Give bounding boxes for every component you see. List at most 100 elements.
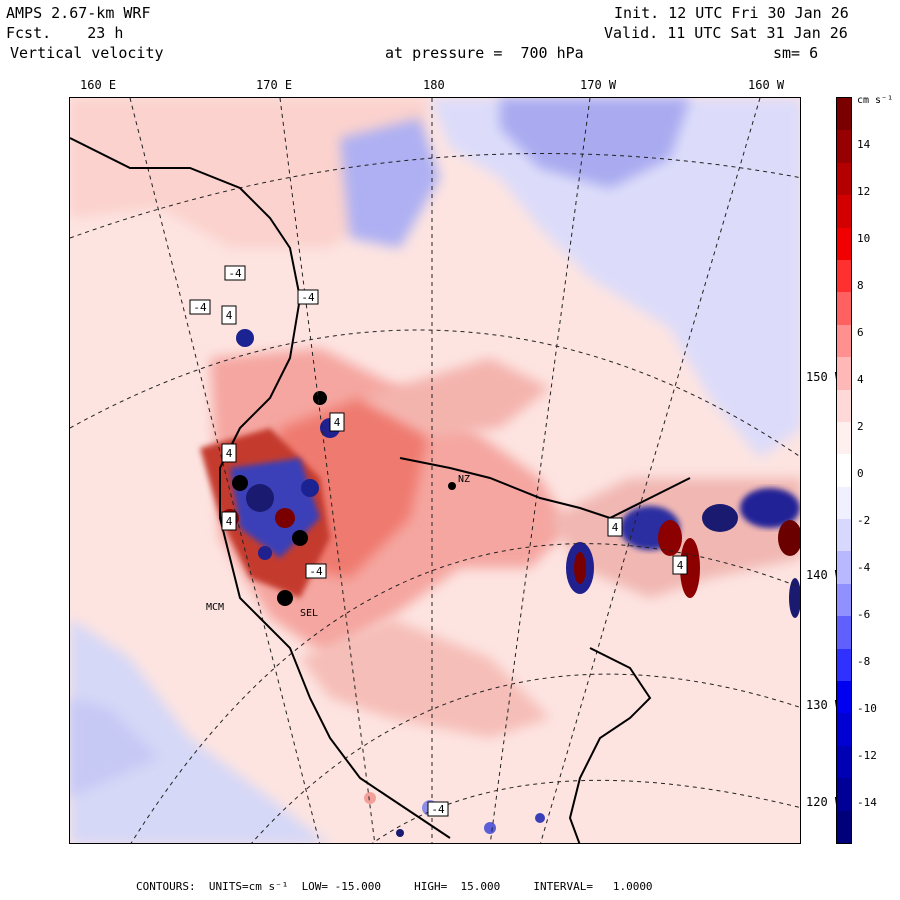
colorbar-tick-label: -14 [857, 796, 877, 809]
colorbar-segment [837, 778, 851, 812]
colorbar-tick-label: -4 [857, 561, 871, 574]
blue-region-ridge [340, 118, 440, 248]
colorbar-segment [837, 486, 851, 520]
contour-label: 4 [221, 511, 237, 531]
colorbar-segment [837, 421, 851, 455]
east-wave-cluster [550, 478, 800, 618]
lat-label-150w: 150 W [806, 370, 843, 384]
svg-text:MCM: MCM [206, 602, 224, 613]
colorbar-tick-label: -6 [857, 608, 871, 621]
svg-text:-4: -4 [228, 267, 242, 280]
lon-label-160w: 160 W [748, 78, 785, 92]
colorbar-units: cm s⁻¹ [857, 95, 894, 106]
model-title: AMPS 2.67-km WRF [6, 4, 151, 22]
vertical-velocity-map: -4 -4 -4 4 4 4 4 -4 4 -4 4 NZ MCM SEL [69, 97, 801, 844]
contour-label: -4 [224, 265, 246, 281]
svg-text:-4: -4 [309, 565, 323, 578]
lon-label-180: 180 [423, 78, 445, 92]
svg-text:4: 4 [334, 416, 341, 429]
contour-label-group: -4 -4 -4 4 4 4 4 -4 4 -4 4 [189, 265, 688, 817]
valid-time: Valid. 11 UTC Sat 31 Jan 26 [604, 24, 848, 42]
svg-text:SEL: SEL [300, 608, 318, 619]
forecast-hour: Fcst. 23 h [6, 24, 124, 42]
colorbar-segment [837, 648, 851, 682]
svg-text:4: 4 [612, 521, 619, 534]
contour-info: CONTOURS: UNITS=cm s⁻¹ LOW= -15.000 HIGH… [136, 880, 653, 893]
init-time: Init. 12 UTC Fri 30 Jan 26 [614, 4, 849, 22]
colorbar-tick-label: 0 [857, 467, 864, 480]
mountain-wave-cluster [200, 312, 340, 606]
colorbar-tick-label: -12 [857, 749, 877, 762]
svg-text:NZ: NZ [458, 474, 470, 485]
lat-label-130w: 130 W [806, 698, 843, 712]
svg-text:-4: -4 [193, 301, 207, 314]
contour-label: 4 [329, 412, 345, 432]
red-band-south [300, 618, 550, 738]
contour-label: -4 [427, 801, 449, 817]
pink-region-nw [70, 98, 430, 248]
colorbar-segment [837, 519, 851, 552]
colorbar-segment [837, 810, 851, 844]
svg-text:-4: -4 [431, 803, 445, 816]
colorbar-tick-label: 12 [857, 185, 871, 198]
station-mcm: MCM [206, 602, 224, 613]
svg-text:4: 4 [226, 309, 233, 322]
blue-region-sw-core [70, 698, 160, 798]
contour-label: -4 [297, 289, 319, 305]
blue-region-ne [430, 98, 800, 458]
svg-text:4: 4 [226, 447, 233, 460]
lon-label-170w: 170 W [580, 78, 617, 92]
blue-core-north [500, 98, 690, 188]
contour-label: 4 [221, 443, 237, 463]
colorbar-segment [837, 227, 851, 261]
colorbar-segment [837, 551, 851, 585]
colorbar-segment [837, 583, 851, 617]
colorbar-segment [837, 292, 851, 326]
lon-label-160e: 160 E [80, 78, 117, 92]
svg-text:4: 4 [677, 559, 684, 572]
colorbar-segment [837, 713, 851, 747]
colorbar-segment [837, 130, 851, 164]
red-band-east [360, 358, 550, 438]
contour-label: -4 [189, 299, 211, 315]
graticule [70, 98, 800, 843]
colorbar-tick-label: 14 [857, 138, 871, 151]
colorbar-segment [837, 98, 851, 131]
station-group: NZ MCM SEL [206, 474, 470, 619]
colorbar-segment [837, 454, 851, 488]
colorbar-segment [837, 357, 851, 391]
colorbar-segment [837, 162, 851, 196]
pressure-level: at pressure = 700 hPa [385, 44, 584, 62]
colorbar-segment [837, 324, 851, 358]
colorbar-segment [837, 745, 851, 779]
colorbar-tick-label: -10 [857, 702, 877, 715]
contour-label: 4 [672, 555, 688, 575]
colorbar-tick-label: 6 [857, 326, 864, 339]
lon-label-170e: 170 E [256, 78, 293, 92]
station-nz: NZ [448, 474, 470, 490]
station-sel: SEL [300, 608, 318, 619]
svg-text:-4: -4 [301, 291, 315, 304]
colorbar-segment [837, 195, 851, 229]
colorbar-segment [837, 259, 851, 293]
lat-label-120w: 120 W [806, 795, 843, 809]
colorbar-tick-label: 2 [857, 420, 864, 433]
colorbar-tick-label: -2 [857, 514, 871, 527]
field-name: Vertical velocity [10, 44, 164, 62]
coastline [70, 137, 691, 843]
colorbar-tick-label: 8 [857, 279, 864, 292]
colorbar-segment [837, 681, 851, 714]
colorbar-tick-label: -8 [857, 655, 871, 668]
blue-region-southwest [70, 618, 328, 843]
smoothing: sm= 6 [773, 44, 819, 62]
colorbar-tick-label: 10 [857, 232, 871, 245]
contour-label: -4 [305, 563, 327, 579]
colorbar-segment [837, 389, 851, 423]
colorbar [836, 97, 852, 844]
svg-text:4: 4 [226, 515, 233, 528]
map-svg: -4 -4 -4 4 4 4 4 -4 4 -4 4 NZ MCM SEL [70, 98, 800, 843]
lat-label-140w: 140 W [806, 568, 843, 582]
colorbar-segment [837, 616, 851, 650]
colorbar-tick-label: 4 [857, 373, 864, 386]
contour-label: 4 [607, 517, 623, 537]
